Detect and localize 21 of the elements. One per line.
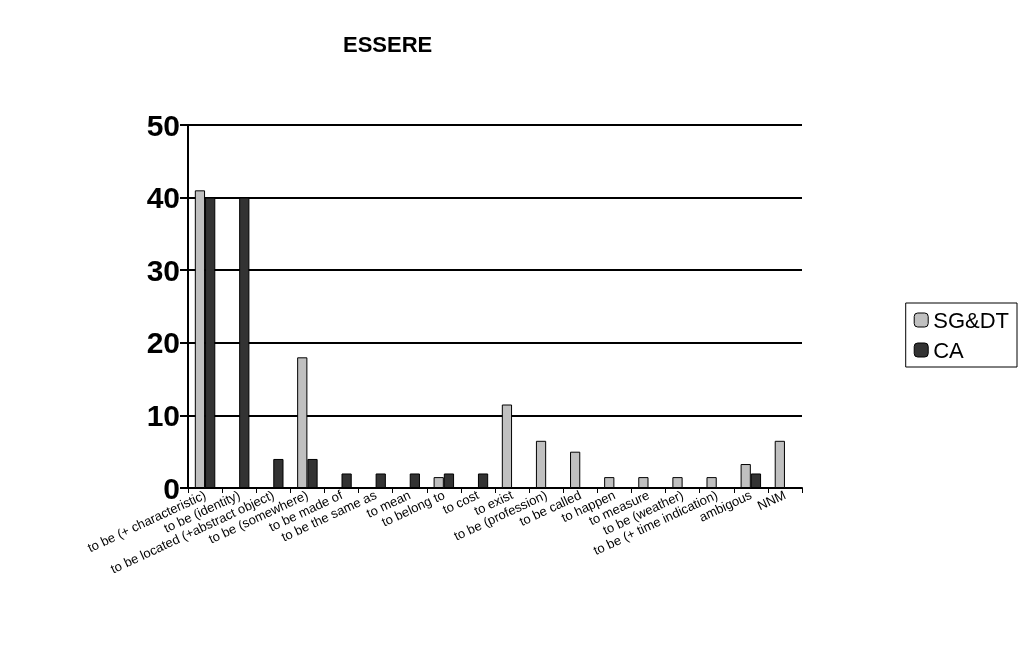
y-tick-label: 30 xyxy=(146,253,180,287)
bar xyxy=(477,473,489,488)
bar xyxy=(535,440,547,488)
bar xyxy=(672,477,683,488)
bar xyxy=(409,473,420,488)
bar xyxy=(706,477,717,488)
legend-label: CA xyxy=(933,337,965,363)
bar xyxy=(341,473,352,488)
bar xyxy=(604,477,615,488)
chart-title: ESSERE xyxy=(343,31,433,57)
bar xyxy=(273,458,284,488)
y-tick-label: 40 xyxy=(146,181,180,215)
y-tick-label: 10 xyxy=(146,398,180,432)
bar xyxy=(570,451,581,488)
bar xyxy=(375,473,386,488)
x-tick-label: NNM xyxy=(754,487,789,514)
bar xyxy=(774,440,785,488)
legend-label: SG&DT xyxy=(933,307,1010,333)
y-tick-label: 20 xyxy=(146,326,180,360)
bar xyxy=(638,477,649,488)
y-tick-label: 50 xyxy=(146,108,180,142)
